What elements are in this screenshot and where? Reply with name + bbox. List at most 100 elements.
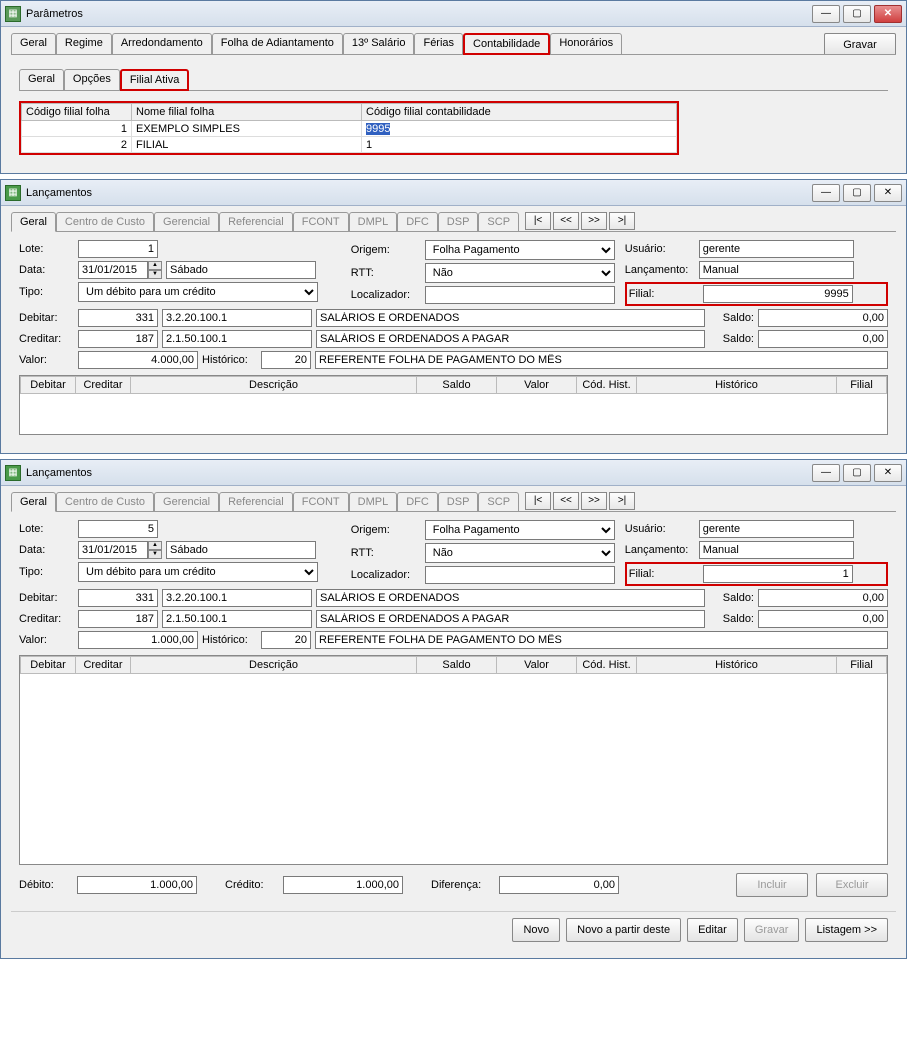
hist-num[interactable] — [261, 631, 311, 649]
tab-folha-adiantamento[interactable]: Folha de Adiantamento — [212, 33, 343, 55]
gravar-button[interactable]: Gravar — [744, 918, 800, 942]
spin-up[interactable]: ▲ — [148, 541, 162, 550]
spin-down[interactable]: ▼ — [148, 270, 162, 279]
tab-dsp[interactable]: DSP — [438, 492, 479, 512]
tab-dsp[interactable]: DSP — [438, 212, 479, 232]
tab-regime[interactable]: Regime — [56, 33, 112, 55]
grid-cell-selected[interactable]: 9995 — [366, 123, 390, 135]
tab-ferias[interactable]: Férias — [414, 33, 463, 55]
tab-referencial[interactable]: Referencial — [219, 492, 293, 512]
tab-fcont[interactable]: FCONT — [293, 212, 349, 232]
tab-dfc[interactable]: DFC — [397, 212, 438, 232]
inner-tab-filial-ativa[interactable]: Filial Ativa — [120, 69, 190, 91]
close-button[interactable]: ✕ — [874, 184, 902, 202]
nav-last[interactable]: >| — [609, 492, 635, 510]
close-button[interactable]: ✕ — [874, 464, 902, 482]
inner-tab-opcoes[interactable]: Opções — [64, 69, 120, 91]
data-input[interactable] — [78, 261, 148, 279]
grid-row[interactable]: 2 FILIAL 1 — [22, 137, 677, 153]
tab-13-salario[interactable]: 13º Salário — [343, 33, 415, 55]
debitar-conta[interactable] — [162, 309, 312, 327]
maximize-button[interactable]: ▢ — [843, 464, 871, 482]
origem-select[interactable]: Folha Pagamento — [425, 240, 615, 260]
rtt-select[interactable]: Não — [425, 263, 615, 283]
tab-gerencial[interactable]: Gerencial — [154, 492, 219, 512]
tab-dfc[interactable]: DFC — [397, 492, 438, 512]
listagem-button[interactable]: Listagem >> — [805, 918, 888, 942]
tipo-select[interactable]: Um débito para um crédito — [78, 282, 318, 302]
tab-arredondamento[interactable]: Arredondamento — [112, 33, 212, 55]
minimize-button[interactable]: — — [812, 5, 840, 23]
tab-geral[interactable]: Geral — [11, 212, 56, 232]
nav-first[interactable]: |< — [525, 212, 551, 230]
creditar-num[interactable] — [78, 330, 158, 348]
origem-select[interactable]: Folha Pagamento — [425, 520, 615, 540]
titlebar[interactable]: ▦ Parâmetros — ▢ ✕ — [1, 1, 906, 27]
titlebar[interactable]: ▦ Lançamentos — ▢ ✕ — [1, 180, 906, 206]
grid-row[interactable]: 1 EXEMPLO SIMPLES 9995 — [22, 121, 677, 137]
tab-scp[interactable]: SCP — [478, 212, 519, 232]
debitar-num[interactable] — [78, 309, 158, 327]
localizador-input[interactable] — [425, 566, 615, 584]
nav-prev[interactable]: << — [553, 492, 579, 510]
tab-dmpl[interactable]: DMPL — [349, 212, 398, 232]
minimize-button[interactable]: — — [812, 184, 840, 202]
tab-fcont[interactable]: FCONT — [293, 492, 349, 512]
tab-scp[interactable]: SCP — [478, 492, 519, 512]
hist-desc[interactable] — [315, 351, 888, 369]
lanc-table[interactable]: Debitar Creditar Descrição Saldo Valor C… — [19, 375, 888, 435]
lanc-table[interactable]: Debitar Creditar Descrição Saldo Valor C… — [19, 655, 888, 865]
excluir-button[interactable]: Excluir — [816, 873, 888, 897]
tab-honorarios[interactable]: Honorários — [550, 33, 622, 55]
localizador-input[interactable] — [425, 286, 615, 304]
tab-dmpl[interactable]: DMPL — [349, 492, 398, 512]
lote-input[interactable] — [78, 520, 158, 538]
grid-header-codigo: Código filial folha — [22, 104, 132, 121]
titlebar[interactable]: ▦ Lançamentos — ▢ ✕ — [1, 460, 906, 486]
maximize-button[interactable]: ▢ — [843, 5, 871, 23]
tab-centro-custo[interactable]: Centro de Custo — [56, 212, 154, 232]
debitar-num[interactable] — [78, 589, 158, 607]
tab-centro-custo[interactable]: Centro de Custo — [56, 492, 154, 512]
lote-input[interactable] — [78, 240, 158, 258]
data-input[interactable] — [78, 541, 148, 559]
minimize-button[interactable]: — — [812, 464, 840, 482]
tab-geral[interactable]: Geral — [11, 492, 56, 512]
incluir-button[interactable]: Incluir — [736, 873, 808, 897]
hist-desc[interactable] — [315, 631, 888, 649]
creditar-conta[interactable] — [162, 330, 312, 348]
creditar-conta[interactable] — [162, 610, 312, 628]
valor-input[interactable] — [78, 351, 198, 369]
spin-down[interactable]: ▼ — [148, 550, 162, 559]
novo-apartir-button[interactable]: Novo a partir deste — [566, 918, 681, 942]
maximize-button[interactable]: ▢ — [843, 184, 871, 202]
lbl-rtt: RTT: — [351, 547, 421, 559]
lbl-tipo: Tipo: — [19, 566, 74, 578]
close-button[interactable]: ✕ — [874, 5, 902, 23]
novo-button[interactable]: Novo — [512, 918, 560, 942]
filial-input[interactable] — [703, 565, 853, 583]
filial-input[interactable] — [703, 285, 853, 303]
nav-prev[interactable]: << — [553, 212, 579, 230]
tab-geral[interactable]: Geral — [11, 33, 56, 55]
window-controls: — ▢ ✕ — [812, 464, 902, 482]
nav-last[interactable]: >| — [609, 212, 635, 230]
inner-tab-geral[interactable]: Geral — [19, 69, 64, 91]
editar-button[interactable]: Editar — [687, 918, 738, 942]
lbl-diferenca: Diferença: — [431, 879, 491, 891]
tipo-select[interactable]: Um débito para um crédito — [78, 562, 318, 582]
lbl-debitar: Debitar: — [19, 592, 74, 604]
creditar-num[interactable] — [78, 610, 158, 628]
nav-next[interactable]: >> — [581, 492, 607, 510]
nav-first[interactable]: |< — [525, 492, 551, 510]
tab-contabilidade[interactable]: Contabilidade — [463, 33, 550, 55]
nav-next[interactable]: >> — [581, 212, 607, 230]
tab-gerencial[interactable]: Gerencial — [154, 212, 219, 232]
filial-grid[interactable]: Código filial folha Nome filial folha Có… — [19, 101, 679, 155]
tab-referencial[interactable]: Referencial — [219, 212, 293, 232]
spin-up[interactable]: ▲ — [148, 261, 162, 270]
hist-num[interactable] — [261, 351, 311, 369]
debitar-conta[interactable] — [162, 589, 312, 607]
valor-input[interactable] — [78, 631, 198, 649]
rtt-select[interactable]: Não — [425, 543, 615, 563]
